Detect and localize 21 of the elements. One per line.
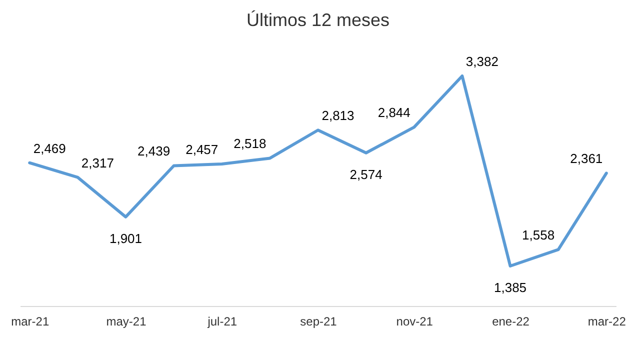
data-label: 2,813 [322,108,354,124]
data-label: 1,385 [494,280,527,295]
data-label: 2,518 [234,136,266,152]
data-label: 2,361 [570,151,603,166]
x-tick-label: sep-21 [300,314,338,328]
data-label: 2,317 [81,155,114,170]
data-label: 2,439 [138,144,170,159]
data-label: 3,382 [466,54,498,69]
chart-title: Últimos 12 meses [246,10,390,30]
data-label: 1,901 [109,230,142,246]
data-label: 2,844 [378,105,410,120]
x-tick-label: mar-22 [588,314,626,328]
data-label: 1,558 [522,228,555,243]
x-tick-label: may-21 [106,314,147,328]
x-tick-label: nov-21 [396,314,434,328]
data-label: 2,469 [33,140,66,156]
x-tick-label: mar-21 [11,314,50,328]
x-tick-label: ene-22 [492,314,530,328]
data-label: 2,574 [350,166,382,182]
x-tick-label: jul-21 [206,314,238,328]
data-label: 2,457 [186,142,218,158]
